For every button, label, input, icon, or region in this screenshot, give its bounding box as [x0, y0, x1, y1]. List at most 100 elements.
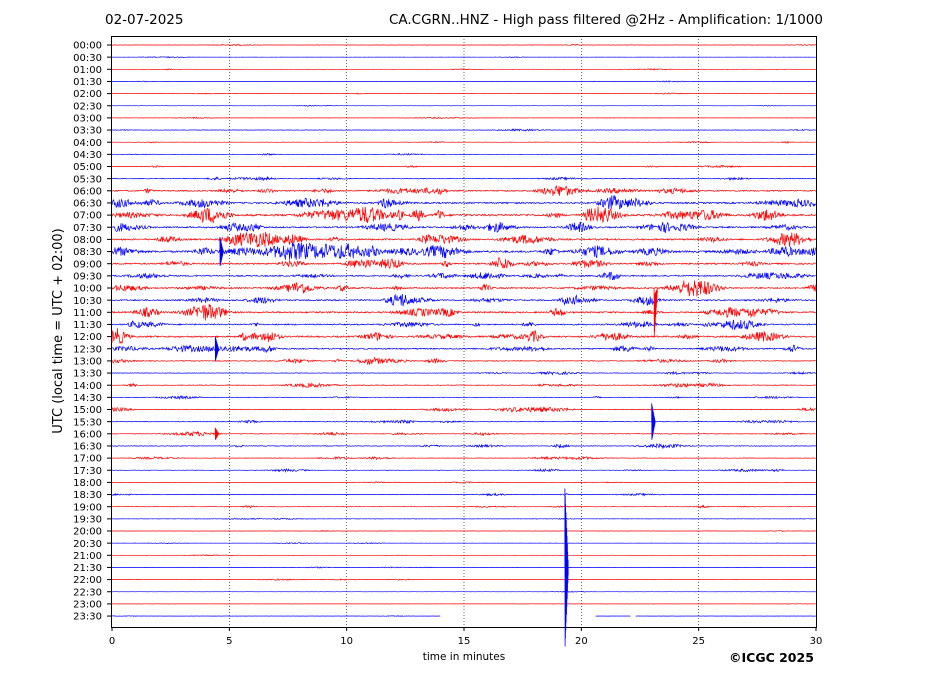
trace-row — [112, 492, 816, 497]
row-label: 09:00 — [73, 259, 102, 270]
row-label: 03:30 — [73, 126, 102, 137]
row-label: 23:00 — [73, 600, 102, 611]
trace-row — [111, 152, 816, 156]
chart-title: CA.CGRN..HNZ - High pass filtered @2Hz -… — [388, 12, 823, 28]
row-label: 04:00 — [73, 138, 102, 149]
row-label: 07:00 — [73, 211, 102, 222]
trace-row — [111, 56, 816, 59]
row-label: 06:30 — [73, 199, 102, 210]
row-label: 01:00 — [73, 65, 102, 76]
row-label: 11:00 — [73, 308, 102, 319]
y-axis-label: UTC (local time = UTC + 02:00) — [51, 228, 66, 433]
trace-row — [111, 256, 817, 270]
event-spike — [214, 427, 219, 440]
row-label: 17:30 — [73, 466, 102, 477]
event-spike — [651, 403, 656, 440]
trace-row — [111, 615, 816, 617]
trace-row — [112, 419, 816, 424]
trace-row — [111, 242, 817, 260]
trace-row — [112, 554, 816, 557]
row-label: 08:30 — [73, 247, 102, 258]
trace-row — [111, 455, 816, 461]
row-label: 15:00 — [73, 405, 102, 416]
trace-row — [111, 430, 816, 437]
row-label: 20:00 — [73, 527, 102, 538]
row-label: 06:00 — [73, 186, 102, 197]
trace-row — [112, 43, 816, 47]
trace-row — [111, 319, 817, 331]
trace-row — [111, 406, 817, 413]
trace-row — [111, 140, 816, 144]
row-label: 20:30 — [73, 539, 102, 550]
trace-row — [111, 92, 816, 95]
row-label: 10:30 — [73, 296, 102, 307]
row-label: 18:30 — [73, 490, 102, 501]
trace-row — [111, 194, 817, 210]
x-tick-label: 30 — [810, 636, 823, 647]
vertical-gridlines — [229, 36, 699, 627]
row-label: 05:30 — [73, 174, 102, 185]
trace-rows — [111, 43, 817, 617]
row-label: 00:00 — [73, 41, 102, 52]
header-date: 02-07-2025 — [105, 12, 184, 28]
row-label: 02:30 — [73, 101, 102, 112]
row-label: 02:00 — [73, 89, 102, 100]
row-label: 22:30 — [73, 587, 102, 598]
trace-row — [112, 530, 816, 532]
trace-row — [112, 590, 816, 593]
x-tick-label: 5 — [226, 636, 232, 647]
trace-row — [112, 80, 816, 83]
row-label: 04:30 — [73, 150, 102, 161]
trace-row — [112, 175, 816, 182]
event-spike — [653, 287, 658, 337]
row-label: 18:00 — [73, 478, 102, 489]
trace-row — [111, 328, 816, 345]
row-label: 14:00 — [73, 381, 102, 392]
x-tick-labels: 0 5 10 15 20 25 30 — [109, 627, 823, 647]
trace-row — [111, 566, 816, 569]
row-label: 16:00 — [73, 429, 102, 440]
row-label: 03:00 — [73, 114, 102, 125]
trace-row — [112, 382, 816, 389]
trace-row — [111, 442, 816, 450]
trace-row — [111, 104, 816, 107]
copyright-text: ©ICGC 2025 — [729, 650, 814, 665]
trace-row — [112, 467, 816, 473]
trace-row — [111, 184, 817, 196]
x-axis-label: time in minutes — [423, 651, 505, 663]
row-label: 21:00 — [73, 551, 102, 562]
trace-row — [111, 221, 817, 234]
trace-row — [111, 344, 816, 354]
trace-row — [112, 542, 816, 545]
plot-frame — [111, 36, 817, 628]
event-spike — [564, 488, 569, 647]
trace-row — [111, 271, 816, 281]
x-tick-label: 25 — [692, 636, 705, 647]
trace-row — [111, 293, 816, 307]
row-label: 00:30 — [73, 53, 102, 64]
trace-row — [111, 504, 816, 509]
trace-row — [111, 517, 816, 521]
trace-row — [111, 303, 816, 321]
event-spike — [214, 336, 219, 361]
row-label: 14:30 — [73, 393, 102, 404]
row-label: 13:00 — [73, 357, 102, 368]
x-tick-label: 10 — [340, 636, 353, 647]
x-tick-label: 0 — [109, 636, 115, 647]
x-tick-label: 15 — [458, 636, 471, 647]
trace-row — [111, 481, 816, 484]
row-label: 19:00 — [73, 502, 102, 513]
trace-row — [111, 356, 816, 366]
row-label: 19:30 — [73, 514, 102, 525]
x-tick-label: 20 — [575, 636, 588, 647]
row-label: 01:30 — [73, 77, 102, 88]
trace-row — [112, 116, 816, 120]
trace-row — [112, 164, 816, 169]
row-label: 12:30 — [73, 344, 102, 355]
row-label: 23:30 — [73, 612, 102, 623]
row-label: 05:00 — [73, 162, 102, 173]
row-label: 16:30 — [73, 442, 102, 453]
row-label: 15:30 — [73, 417, 102, 428]
